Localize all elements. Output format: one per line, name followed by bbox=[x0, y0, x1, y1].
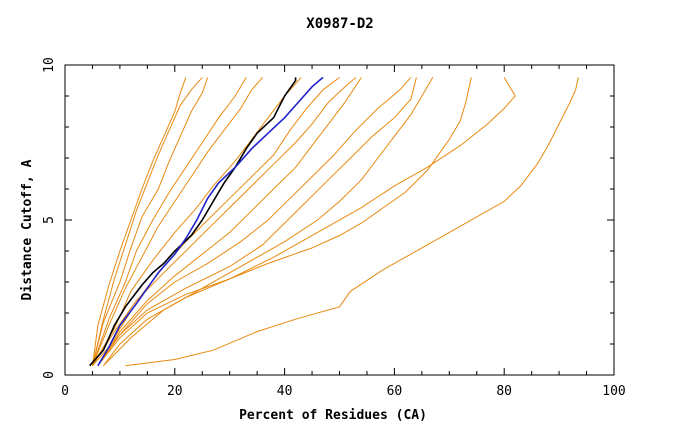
series-line-orange-6 bbox=[97, 77, 412, 366]
x-tick-label: 40 bbox=[277, 384, 293, 399]
x-tick-label: 100 bbox=[602, 384, 625, 399]
x-tick-label: 80 bbox=[496, 384, 512, 399]
series-line-orange-10 bbox=[92, 77, 302, 366]
series-line-black bbox=[89, 77, 297, 367]
ticks-layer: 0 20 40 60 80 100 0 5 10 bbox=[42, 57, 626, 399]
chart-title: X0987-D2 bbox=[306, 16, 373, 32]
series-line-orange-2 bbox=[97, 77, 472, 367]
series-line-orange-12 bbox=[92, 77, 247, 366]
series-line-orange-14 bbox=[92, 77, 203, 366]
y-tick-label: 10 bbox=[42, 57, 57, 73]
series-line-orange-11 bbox=[92, 77, 263, 366]
series-line-orange-9 bbox=[97, 77, 340, 366]
y-axis-label: Distance Cutoff, A bbox=[20, 159, 35, 300]
series-line-orange-13 bbox=[92, 77, 209, 366]
series-line-orange-4 bbox=[103, 77, 434, 367]
y-tick-label: 0 bbox=[42, 371, 57, 379]
series-line-orange-8 bbox=[92, 77, 357, 366]
x-tick-label: 0 bbox=[61, 384, 69, 399]
series-line-blue bbox=[97, 76, 324, 367]
series-line-orange-3 bbox=[103, 77, 516, 367]
x-axis-label: Percent of Residues (CA) bbox=[239, 408, 427, 423]
x-tick-label: 20 bbox=[167, 384, 183, 399]
y-tick-label: 5 bbox=[42, 216, 57, 224]
series-line-orange-7 bbox=[97, 77, 362, 366]
series-line-orange-1 bbox=[125, 77, 579, 367]
series-layer bbox=[89, 76, 579, 367]
series-line-orange-15 bbox=[92, 77, 187, 366]
x-tick-label: 60 bbox=[387, 384, 403, 399]
series-line-orange-5 bbox=[92, 77, 417, 367]
